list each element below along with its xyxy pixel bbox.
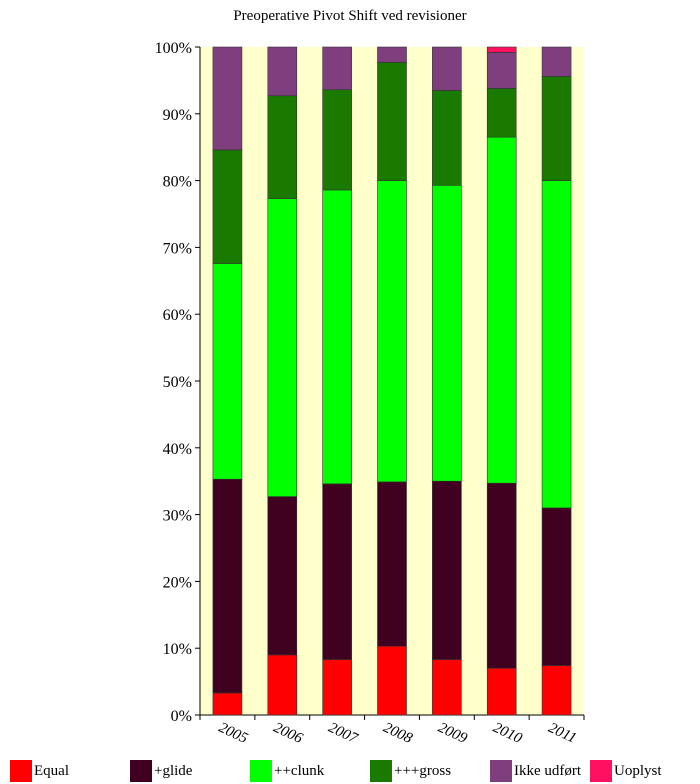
- y-tick-label: 0%: [171, 708, 192, 725]
- legend-swatch: [490, 760, 512, 782]
- bar-segment-clunk-2008: [377, 180, 407, 483]
- bar-segment-uoplyst-2010: [486, 46, 517, 53]
- legend-label: Ikke udført: [514, 762, 582, 779]
- bar-segment-equal-2006: [267, 654, 298, 716]
- legend-swatch: [590, 760, 612, 782]
- legend-label: ++clunk: [274, 762, 325, 779]
- x-tick-label: 2008: [381, 720, 415, 747]
- y-tick-label: 90%: [163, 107, 192, 124]
- bar-segment-clunk-2007: [322, 189, 352, 485]
- legend-swatch: [130, 760, 152, 782]
- legend-item: ++clunk: [250, 760, 324, 782]
- legend-swatch: [250, 760, 272, 782]
- bar-segment-ikke-udf-rt-2008: [377, 46, 407, 63]
- y-tick-label: 30%: [163, 508, 192, 525]
- y-tick-label: 10%: [163, 641, 192, 658]
- bar-segment-clunk-2009: [432, 184, 462, 482]
- legend-item: +++gross: [370, 760, 451, 782]
- bar-segment-glide-2008: [377, 481, 407, 647]
- bar-segment-gross-2008: [377, 62, 407, 181]
- bar-segment-glide-2009: [432, 480, 462, 660]
- x-tick-label: 2007: [326, 720, 361, 748]
- legend-swatch: [10, 760, 32, 782]
- bar-segment-gross-2010: [486, 88, 517, 138]
- bar-segment-equal-2008: [377, 645, 407, 716]
- bar-segment-clunk-2005: [212, 263, 243, 480]
- y-tick-label: 40%: [163, 441, 192, 458]
- legend-label: Equal: [34, 762, 69, 779]
- legend-item: Uoplyst: [590, 760, 662, 782]
- x-tick-label: 2009: [436, 720, 470, 747]
- bar-segment-equal-2011: [541, 665, 572, 716]
- bar-segment-ikke-udf-rt-2006: [267, 46, 298, 97]
- x-tick-label: 2011: [546, 720, 579, 747]
- bar-segment-gross-2005: [212, 149, 243, 264]
- bar-segment-ikke-udf-rt-2005: [212, 46, 243, 151]
- bar-segment-glide-2007: [322, 483, 352, 660]
- bar-segment-equal-2007: [322, 659, 352, 716]
- y-tick-label: 60%: [163, 307, 192, 324]
- legend-label: +++gross: [394, 762, 452, 779]
- bar-segment-equal-2005: [212, 692, 243, 716]
- bar-segment-glide-2005: [212, 478, 243, 694]
- bar-segment-equal-2009: [432, 659, 462, 716]
- bar-segment-gross-2009: [432, 90, 462, 186]
- bar-segment-ikke-udf-rt-2007: [322, 46, 352, 91]
- bar-segment-clunk-2010: [486, 136, 517, 484]
- legend-item: +glide: [130, 760, 192, 782]
- legend-label: +glide: [154, 762, 193, 779]
- bar-segment-glide-2010: [486, 482, 517, 669]
- bar-segment-ikke-udf-rt-2011: [541, 46, 572, 77]
- bar-segment-ikke-udf-rt-2009: [432, 46, 462, 91]
- bar-segment-equal-2010: [486, 667, 517, 716]
- y-tick-label: 20%: [163, 574, 192, 591]
- bar-segment-clunk-2011: [541, 180, 572, 509]
- bar-segment-gross-2007: [322, 89, 352, 191]
- bar-segment-clunk-2006: [267, 198, 298, 497]
- x-tick-label: 2010: [490, 720, 524, 747]
- x-tick-label: 2006: [271, 720, 305, 747]
- y-tick-label: 100%: [155, 40, 192, 57]
- legend-swatch: [370, 760, 392, 782]
- y-tick-label: 80%: [163, 174, 192, 191]
- legend: Equal +glide ++clunk +++gross Ikke udført Uop…: [0, 758, 700, 784]
- bar-segment-ikke-udf-rt-2010: [486, 52, 517, 89]
- legend-item: Equal: [10, 760, 69, 782]
- bar-segment-gross-2011: [541, 76, 572, 181]
- legend-label: Uoplyst: [614, 762, 662, 779]
- y-tick-label: 50%: [163, 374, 192, 391]
- x-tick-label: 2005: [216, 720, 250, 747]
- chart-title: Preoperative Pivot Shift ved revisioner: [233, 8, 467, 24]
- bar-segment-gross-2006: [267, 95, 298, 199]
- bar-segment-glide-2011: [541, 507, 572, 666]
- legend-item: Ikke udført: [490, 760, 581, 782]
- bar-segment-glide-2006: [267, 496, 298, 656]
- y-tick-label: 70%: [163, 240, 192, 257]
